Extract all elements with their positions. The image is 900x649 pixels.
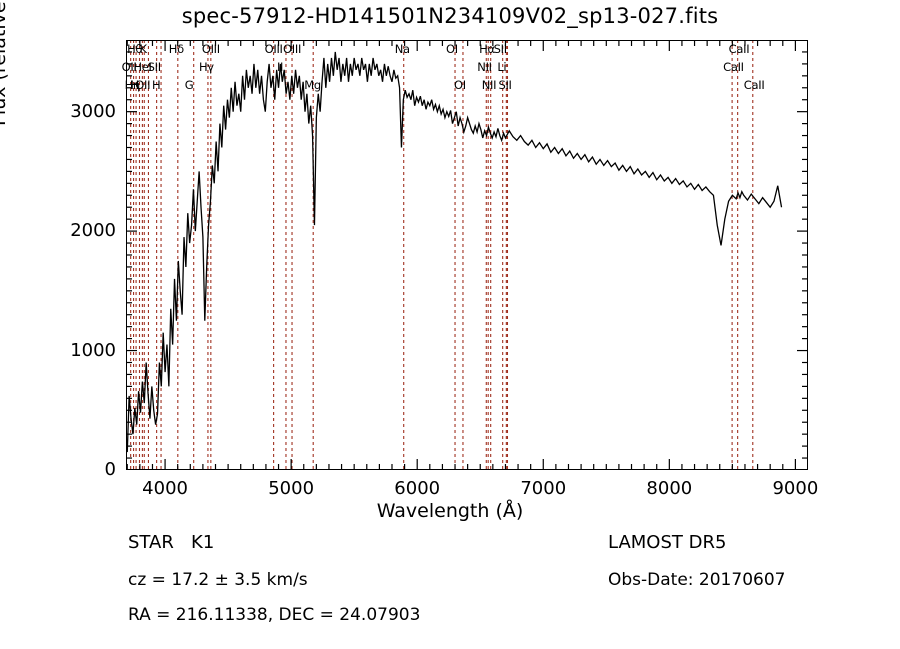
object-type-label: STAR K1 — [128, 532, 215, 553]
line-label: Li — [497, 60, 507, 74]
line-label: OIII — [201, 42, 220, 56]
line-label: II — [276, 60, 284, 74]
line-label: Hθ — [127, 42, 143, 56]
line-label: OII — [121, 60, 137, 74]
y-tick-label: 2000 — [70, 220, 116, 242]
page-title: spec-57912-HD141501N234109V02_sp13-027.f… — [181, 4, 719, 28]
line-label: OIII — [264, 42, 283, 56]
line-label: NII — [481, 78, 497, 92]
survey-label: LAMOST DR5 — [608, 532, 727, 553]
line-label: K — [139, 42, 147, 56]
spectrum-plot — [126, 40, 808, 470]
line-label: Na — [394, 42, 410, 56]
x-tick-label: 7000 — [520, 478, 567, 499]
spectral-class-label: K1 — [191, 532, 215, 553]
x-tick-label: 4000 — [142, 478, 188, 499]
x-tick-label: 6000 — [394, 478, 441, 499]
line-label: OII — [135, 78, 151, 92]
y-tick-label: 1000 — [70, 339, 116, 361]
line-label: OIII — [283, 42, 302, 56]
x-axis-title: Wavelength (Å) — [376, 500, 524, 522]
line-label: OI — [453, 78, 466, 92]
line-label: HeI — [133, 60, 152, 74]
y-tick-label: 3000 — [70, 100, 116, 122]
coords-label: RA = 216.11338, DEC = 24.07903 — [128, 605, 421, 625]
x-tick-label: 9000 — [772, 478, 819, 499]
line-label: Hα — [479, 42, 495, 56]
x-tick-label: 5000 — [268, 478, 315, 499]
line-label: G — [184, 78, 194, 92]
line-label: SII — [498, 78, 512, 92]
line-label: OI — [446, 42, 458, 56]
line-label: SII — [493, 42, 507, 56]
line-label: H — [152, 78, 161, 92]
line-label: Mg — [304, 78, 321, 92]
plot-frame — [126, 40, 808, 470]
x-tick-label: 8000 — [646, 478, 693, 499]
line-label: CaII — [743, 78, 765, 92]
line-label: SII — [147, 60, 161, 74]
line-label: Hδ — [168, 42, 184, 56]
line-label: Hγ — [198, 60, 214, 74]
y-axis-title: Flux (relative) — [0, 0, 10, 127]
line-label: NII — [477, 60, 492, 74]
y-tick-label: 0 — [104, 459, 116, 480]
line-label: Hη — [124, 78, 141, 92]
line-label: H — [130, 78, 139, 92]
cz-label: cz = 17.2 ± 3.5 km/s — [128, 570, 308, 590]
line-label: CaII — [728, 42, 750, 56]
obsdate-label: Obs-Date: 20170607 — [608, 570, 786, 590]
line-label: CaII — [723, 60, 744, 74]
